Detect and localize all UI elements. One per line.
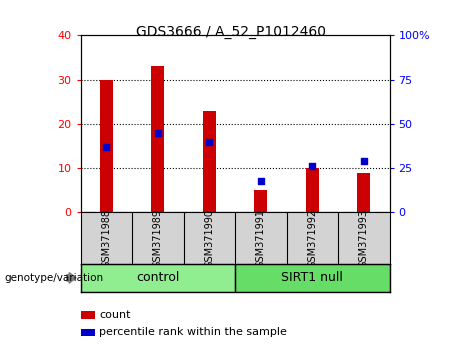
- Text: count: count: [99, 310, 130, 320]
- Text: control: control: [136, 272, 180, 284]
- Point: [257, 178, 265, 183]
- Text: GSM371993: GSM371993: [359, 209, 369, 268]
- Bar: [357, 172, 370, 212]
- Text: GSM371991: GSM371991: [256, 209, 266, 268]
- Point: [308, 164, 316, 169]
- Text: GDS3666 / A_52_P1012460: GDS3666 / A_52_P1012460: [136, 25, 325, 39]
- Text: GSM371990: GSM371990: [204, 209, 214, 268]
- Text: GSM371988: GSM371988: [101, 209, 112, 268]
- Bar: [306, 168, 319, 212]
- Text: SIRT1 null: SIRT1 null: [281, 272, 343, 284]
- Bar: [152, 67, 164, 212]
- Bar: [203, 110, 216, 212]
- Bar: [235, 264, 390, 292]
- Text: GSM371992: GSM371992: [307, 209, 317, 268]
- Bar: [81, 264, 235, 292]
- Text: genotype/variation: genotype/variation: [5, 273, 104, 283]
- Text: GSM371989: GSM371989: [153, 209, 163, 268]
- Bar: [100, 80, 113, 212]
- Text: percentile rank within the sample: percentile rank within the sample: [99, 327, 287, 337]
- Point: [103, 144, 110, 150]
- Bar: [254, 190, 267, 212]
- Point: [360, 158, 367, 164]
- Point: [154, 130, 161, 136]
- Point: [206, 139, 213, 144]
